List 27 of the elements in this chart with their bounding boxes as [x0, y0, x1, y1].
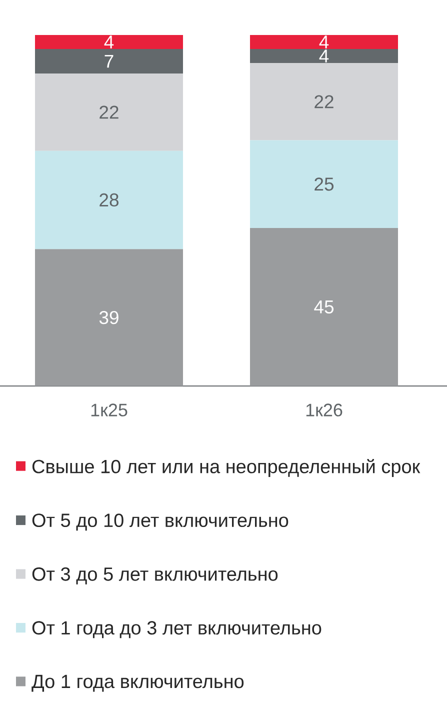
data-label: 28	[100, 193, 118, 207]
data-label: 45	[314, 300, 334, 314]
data-label: 39	[99, 310, 118, 324]
x-tick-label: 1к26	[306, 404, 342, 416]
legend-label: До 1 года включительно	[32, 674, 244, 692]
data-label: 4	[104, 36, 114, 48]
bar	[250, 140, 398, 228]
legend-label: От 3 до 5 лет включительно	[32, 567, 278, 584]
bar	[250, 49, 398, 64]
bar	[250, 228, 398, 386]
data-label: 4	[319, 50, 329, 62]
bar	[35, 34, 184, 50]
bar	[250, 63, 398, 140]
legend-label: От 5 до 10 лет включительно	[32, 514, 288, 531]
bar	[35, 49, 184, 74]
data-label: 7	[104, 54, 114, 68]
data-label: 22	[314, 95, 334, 108]
bar	[35, 249, 184, 386]
legend-label: От 1 года до 3 лет включительно	[32, 621, 322, 638]
bar	[35, 74, 184, 151]
bar	[250, 34, 398, 50]
legend-label: Свыше 10 лет или на неопределенный срок	[32, 458, 420, 478]
data-label: 4	[319, 36, 329, 48]
bar	[35, 150, 184, 250]
data-label: 25	[314, 178, 334, 191]
x-tick-label: 1к25	[91, 404, 128, 416]
data-label: 22	[100, 106, 118, 119]
